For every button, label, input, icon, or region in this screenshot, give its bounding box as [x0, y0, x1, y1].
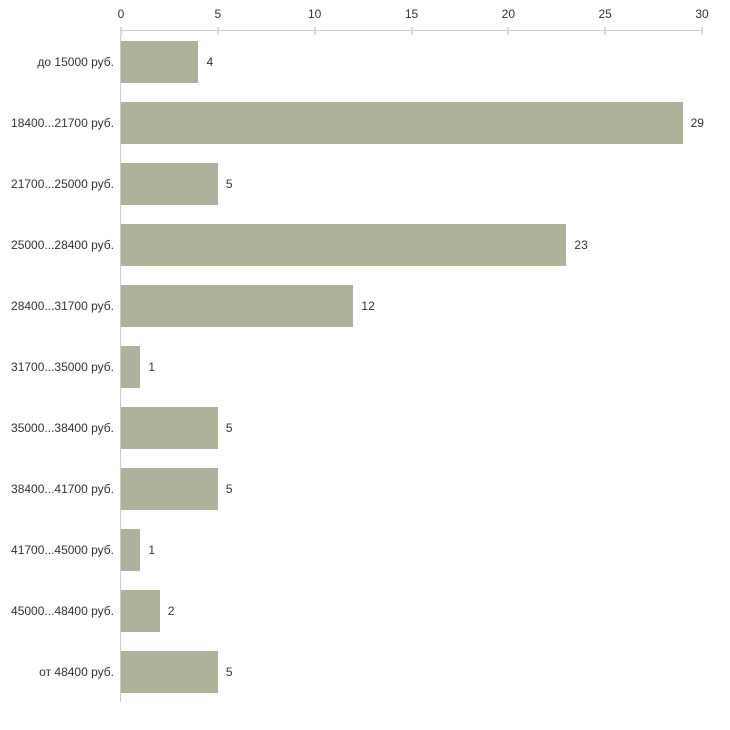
x-tick-mark [313, 27, 316, 35]
chart-row: 41700...45000 руб. 1 [11, 519, 702, 580]
x-tick-mark [507, 27, 510, 35]
chart-row: 45000...48400 руб. 2 [11, 580, 702, 641]
category-label: 41700...45000 руб. [11, 542, 114, 557]
x-tick-mark [410, 27, 413, 35]
chart-row: 21700...25000 руб. 5 [11, 153, 702, 214]
x-tick-label: 30 [695, 7, 709, 21]
value-label: 2 [167, 603, 175, 618]
chart-row: от 48400 руб. 5 [39, 641, 702, 702]
plot-area: 0 5 10 15 20 25 30 до 15000 руб. 4 18400...21700… [11, 7, 709, 702]
category-label: 18400...21700 руб. [11, 115, 114, 130]
category-label: 45000...48400 руб. [11, 603, 114, 618]
value-label: 1 [148, 542, 156, 557]
x-tick-label: 10 [307, 7, 322, 21]
chart-row: 25000...28400 руб. 23 [11, 214, 702, 275]
bar [121, 528, 141, 571]
chart-row: 28400...31700 руб. 12 [11, 275, 702, 336]
bar [121, 406, 218, 449]
value-label: 12 [361, 298, 375, 313]
value-label: 1 [148, 359, 156, 374]
x-tick-mark [216, 27, 219, 35]
bar [121, 467, 218, 510]
bar [121, 589, 160, 632]
chart-row: 38400...41700 руб. 5 [11, 458, 702, 519]
value-label: 5 [225, 420, 233, 435]
value-label: 23 [574, 237, 588, 252]
x-tick-label: 20 [501, 7, 516, 21]
bar [121, 345, 141, 388]
chart-row: 18400...21700 руб. 29 [11, 92, 704, 153]
chart-row: 35000...38400 руб. 5 [11, 397, 702, 458]
value-label: 29 [690, 115, 704, 130]
bars-area: до 15000 руб. 4 18400...21700 руб. 29 21700.… [11, 31, 704, 702]
category-label: до 15000 руб. [37, 54, 114, 69]
x-tick-label: 0 [117, 7, 125, 21]
category-label: 38400...41700 руб. [11, 481, 114, 496]
bar [121, 162, 218, 205]
value-label: 5 [225, 176, 233, 191]
x-tick-mark [604, 27, 607, 35]
bar [121, 284, 354, 327]
value-label: 4 [206, 54, 214, 69]
chart-row: до 15000 руб. 4 [37, 31, 702, 92]
category-label: 25000...28400 руб. [11, 237, 114, 252]
x-tick-label: 15 [404, 7, 419, 21]
bar [121, 650, 218, 693]
x-tick-label: 5 [214, 7, 222, 21]
bar [121, 40, 199, 83]
value-label: 5 [225, 664, 233, 679]
category-label: 31700...35000 руб. [11, 359, 114, 374]
bar [121, 223, 567, 266]
x-tick-label: 25 [598, 7, 612, 21]
value-label: 5 [225, 481, 233, 496]
category-label: 21700...25000 руб. [11, 176, 114, 191]
x-tick-mark [120, 27, 122, 35]
x-tick-mark [701, 27, 703, 35]
chart-row: 31700...35000 руб. 1 [11, 336, 702, 397]
bar [121, 101, 683, 144]
category-label: от 48400 руб. [39, 664, 114, 679]
category-label: 28400...31700 руб. [11, 298, 114, 313]
category-label: 35000...38400 руб. [11, 420, 114, 435]
